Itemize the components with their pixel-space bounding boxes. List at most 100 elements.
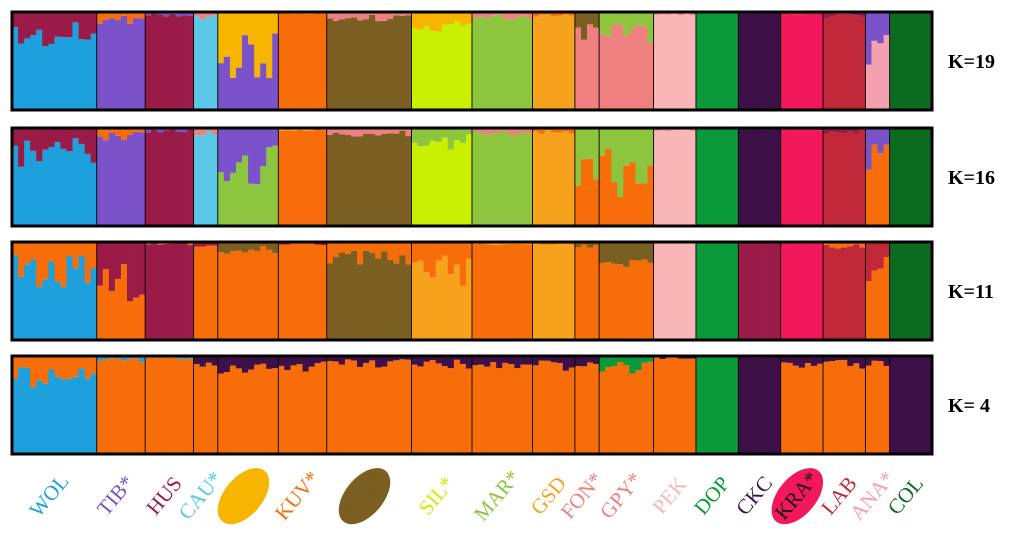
individual-bar (145, 357, 152, 454)
individual-bar (133, 297, 140, 340)
individual-bar (465, 258, 473, 340)
individual-bar (260, 363, 267, 454)
admixture-segment (429, 356, 437, 361)
individual-bar (562, 14, 570, 110)
group-block-gpy (599, 242, 654, 340)
admixture-segment (496, 356, 503, 369)
individual-bar (859, 17, 866, 110)
individual-bar (732, 129, 739, 226)
admixture-segment (520, 356, 527, 365)
individual-bar (260, 246, 267, 340)
admixture-segment (338, 12, 346, 20)
individual-bar (248, 44, 255, 110)
group-label-text: GPY* (595, 468, 647, 524)
individual-bar (611, 182, 618, 226)
admixture-segment (478, 356, 485, 365)
individual-bar (96, 136, 104, 226)
individual-bar (574, 27, 582, 110)
group-block-mar (472, 356, 533, 454)
individual-bar (702, 356, 709, 454)
individual-bar (792, 243, 800, 340)
panel-frame (10, 354, 934, 456)
admixture-segment (405, 356, 412, 360)
admixture-segment (205, 128, 213, 132)
admixture-segment (235, 242, 243, 251)
admixture-segment (254, 12, 261, 78)
individual-bar (284, 12, 291, 111)
admixture-segment (223, 242, 231, 254)
individual-bar (792, 365, 800, 454)
individual-bar (913, 129, 921, 226)
admixture-segment (629, 12, 636, 30)
individual-bar (66, 37, 73, 110)
admixture-segment (326, 12, 334, 19)
admixture-segment (405, 12, 412, 16)
individual-bar (804, 15, 812, 111)
admixture-segment (48, 12, 55, 44)
admixture-segment (66, 128, 73, 152)
individual-bar (314, 363, 322, 454)
individual-bar (357, 20, 364, 111)
individual-bar (617, 362, 624, 454)
individual-bar (217, 373, 225, 454)
panel-k-0 (10, 10, 934, 112)
individual-bar (762, 243, 769, 340)
individual-bar (157, 357, 164, 454)
admixture-segment (217, 12, 225, 64)
individual-bar (344, 359, 352, 454)
admixture-segment (24, 128, 31, 141)
individual-bar (193, 246, 201, 340)
individual-bar (919, 242, 927, 340)
admixture-segment (447, 12, 455, 25)
admixture-segment (229, 242, 237, 252)
admixture-segment (350, 12, 358, 18)
individual-bar (441, 137, 449, 226)
admixture-segment (526, 356, 533, 365)
individual-bar (520, 15, 527, 111)
admixture-segment (817, 356, 824, 364)
individual-bar (127, 301, 134, 340)
individual-bar (484, 18, 491, 110)
admixture-segment (78, 356, 86, 369)
admixture-segment (381, 242, 388, 252)
admixture-segment (187, 12, 194, 16)
admixture-segment (187, 242, 194, 246)
individual-bar (889, 13, 897, 110)
admixture-segment (677, 12, 685, 16)
admixture-segment (605, 242, 612, 263)
individual-bar (36, 380, 43, 454)
group-block-gsd (532, 128, 576, 226)
admixture-segment (472, 128, 479, 132)
group-block-wol (12, 128, 98, 226)
admixture-segment (617, 356, 624, 362)
individual-bar (647, 165, 654, 226)
individual-bar (48, 369, 55, 454)
admixture-segment (344, 356, 352, 360)
individual-bar (829, 132, 836, 226)
admixture-segment (235, 128, 243, 163)
individual-bar (599, 155, 606, 226)
admixture-segment (393, 12, 400, 16)
admixture-segment (332, 12, 340, 21)
individual-bar (683, 358, 691, 454)
individual-bar (871, 144, 878, 226)
admixture-segment (217, 128, 225, 173)
individual-bar (332, 361, 340, 454)
individual-bar (465, 134, 473, 226)
admixture-segment (133, 12, 140, 18)
individual-bar (24, 38, 31, 110)
admixture-segment (78, 242, 86, 257)
individual-bar (484, 134, 491, 226)
individual-bar (338, 364, 346, 454)
group-block-kuv (278, 12, 328, 111)
admixture-segment (629, 242, 636, 261)
admixture-segment (859, 12, 866, 18)
admixture-segment (623, 356, 630, 366)
individual-bar (60, 148, 67, 226)
individual-bar (599, 262, 606, 340)
admixture-segment (780, 12, 788, 16)
admixture-segment (66, 242, 73, 257)
group-block-tor (326, 12, 412, 111)
admixture-segment (350, 128, 358, 137)
group-block-tib (96, 242, 146, 340)
